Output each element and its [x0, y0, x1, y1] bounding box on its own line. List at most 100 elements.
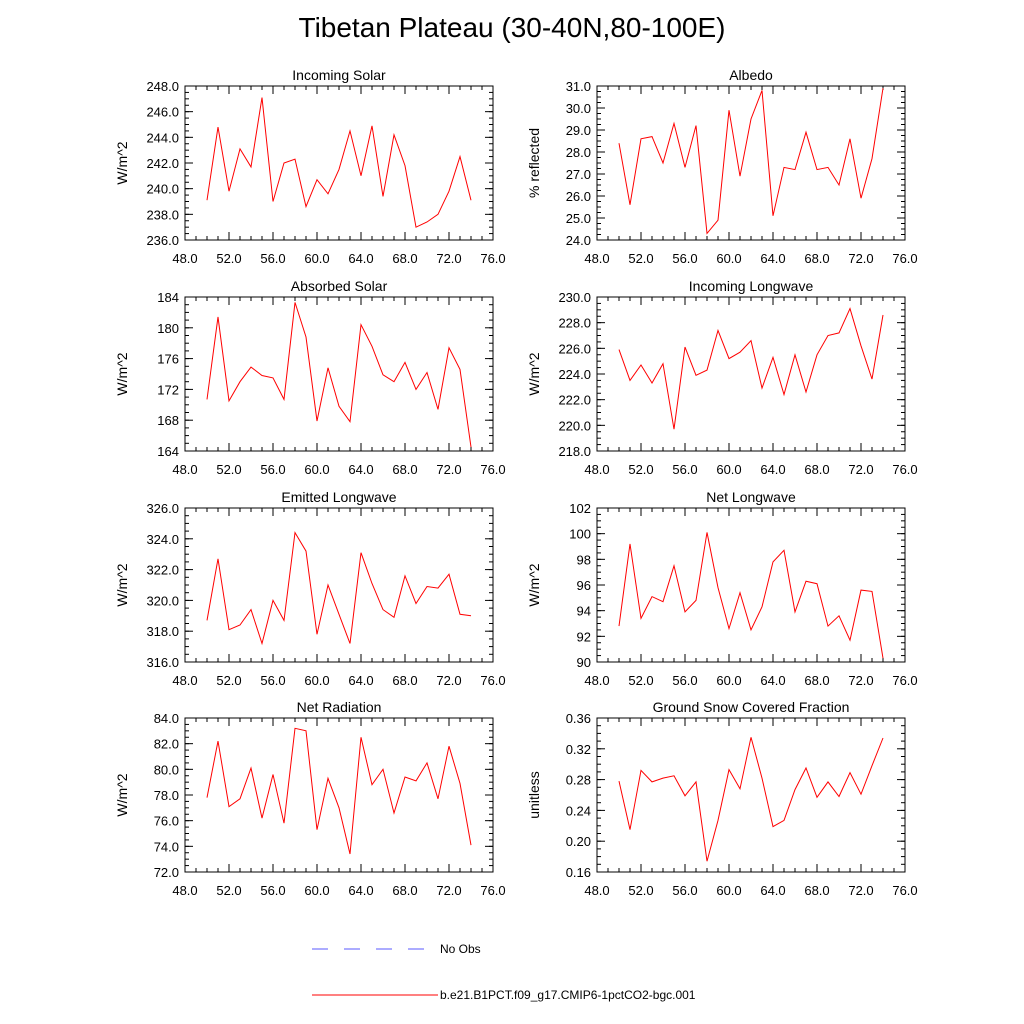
plot-frame: [596, 717, 906, 873]
plot-frame: [596, 507, 906, 663]
y-tick-label: 176: [157, 352, 179, 367]
y-tick-label: 84.0: [154, 711, 179, 726]
y-axis-label: W/m^2: [526, 352, 542, 395]
x-tick-label: 76.0: [480, 673, 505, 688]
chart-panel-5: Emitted Longwave W/m^2 48.0 52.0 56.0 60.0 64.…: [114, 489, 506, 688]
x-tick-label: 60.0: [304, 462, 329, 477]
data-series-line: [618, 532, 884, 659]
y-tick-label: 29.0: [566, 123, 591, 138]
x-tick-label: 68.0: [392, 251, 417, 266]
y-tick-label: 184: [157, 290, 179, 305]
x-tick-label: 76.0: [892, 883, 917, 898]
y-tick-label: 226.0: [558, 341, 591, 356]
x-tick-label: 48.0: [584, 462, 609, 477]
y-tick-label: 228.0: [558, 316, 591, 331]
chart-panel-1: Incoming Solar W/m^2 48.0 52.0 56.0 60.0 64.0 6…: [114, 67, 506, 266]
x-tick-label: 72.0: [848, 462, 873, 477]
y-axis-label: W/m^2: [114, 352, 130, 395]
x-tick-label: 72.0: [848, 673, 873, 688]
y-tick-label: 98: [577, 552, 591, 567]
x-tick-label: 76.0: [892, 251, 917, 266]
x-tick-label: 56.0: [260, 251, 285, 266]
chart-panel-7: Net Radiation W/m^2 48.0 52.0 56.0 60.0 64.0 68…: [114, 699, 506, 898]
x-tick-label: 48.0: [172, 883, 197, 898]
x-tick-label: 52.0: [628, 251, 653, 266]
x-tick-label: 56.0: [260, 462, 285, 477]
y-tick-label: 242.0: [146, 156, 179, 171]
y-tick-label: 240.0: [146, 182, 179, 197]
y-tick-label: 78.0: [154, 788, 179, 803]
chart-panel-6: Net Longwave W/m^2 48.0 52.0 56.0 60.0 64.0 68.…: [526, 489, 918, 688]
y-tick-label: 90: [577, 655, 591, 670]
y-axis-label: W/m^2: [526, 563, 542, 606]
y-tick-label: 30.0: [566, 101, 591, 116]
y-tick-label: 0.36: [566, 711, 591, 726]
x-tick-label: 76.0: [892, 673, 917, 688]
y-tick-label: 318.0: [146, 624, 179, 639]
x-tick-label: 52.0: [216, 883, 241, 898]
y-axis-label: W/m^2: [114, 773, 130, 816]
y-tick-label: 168: [157, 413, 179, 428]
x-tick-label: 68.0: [804, 251, 829, 266]
data-series-line: [618, 737, 884, 862]
x-tick-label: 72.0: [436, 251, 461, 266]
x-tick-label: 52.0: [628, 462, 653, 477]
x-tick-label: 52.0: [216, 673, 241, 688]
y-tick-label: 236.0: [146, 233, 179, 248]
y-tick-label: 172: [157, 382, 179, 397]
legend-label-obs: No Obs: [440, 942, 481, 956]
y-tick-label: 82.0: [154, 737, 179, 752]
x-tick-label: 56.0: [672, 673, 697, 688]
y-axis-label: W/m^2: [114, 141, 130, 184]
x-tick-label: 64.0: [348, 462, 373, 477]
x-tick-label: 76.0: [892, 462, 917, 477]
y-tick-label: 180: [157, 321, 179, 336]
chart-title: Incoming Solar: [292, 67, 386, 83]
y-tick-label: 0.20: [566, 834, 591, 849]
plot-frame: [184, 717, 494, 873]
plot-frame: [596, 296, 906, 452]
x-tick-label: 68.0: [804, 883, 829, 898]
x-tick-label: 60.0: [304, 673, 329, 688]
chart-panel-4: Incoming Longwave W/m^2 48.0 52.0 56.0 60.0 64…: [526, 278, 918, 477]
y-tick-label: 0.28: [566, 773, 591, 788]
x-tick-label: 52.0: [628, 883, 653, 898]
y-tick-label: 25.0: [566, 211, 591, 226]
y-tick-label: 0.24: [566, 803, 591, 818]
x-tick-label: 64.0: [760, 883, 785, 898]
chart-title: Emitted Longwave: [281, 489, 396, 505]
x-tick-label: 52.0: [216, 462, 241, 477]
x-tick-label: 52.0: [216, 251, 241, 266]
y-tick-label: 164: [157, 444, 179, 459]
x-tick-label: 64.0: [760, 462, 785, 477]
x-tick-label: 64.0: [760, 673, 785, 688]
y-axis-label: unitless: [526, 771, 542, 818]
data-series-line: [206, 727, 472, 855]
y-tick-label: 322.0: [146, 563, 179, 578]
x-tick-label: 60.0: [304, 251, 329, 266]
x-tick-label: 72.0: [848, 251, 873, 266]
x-tick-label: 64.0: [348, 251, 373, 266]
chart-title: Absorbed Solar: [291, 278, 388, 294]
chart-title: Net Longwave: [706, 489, 796, 505]
y-tick-label: 246.0: [146, 105, 179, 120]
legend-label-model: b.e21.B1PCT.f09_g17.CMIP6-1pctCO2-bgc.00…: [440, 988, 696, 1002]
x-tick-label: 64.0: [348, 883, 373, 898]
x-tick-label: 72.0: [436, 883, 461, 898]
x-tick-label: 64.0: [348, 673, 373, 688]
x-tick-label: 68.0: [804, 462, 829, 477]
x-tick-label: 60.0: [304, 883, 329, 898]
chart-title: Ground Snow Covered Fraction: [653, 699, 850, 715]
y-tick-label: 92: [577, 629, 591, 644]
y-axis-label: W/m^2: [114, 563, 130, 606]
x-tick-label: 48.0: [584, 673, 609, 688]
x-tick-label: 60.0: [716, 251, 741, 266]
y-tick-label: 248.0: [146, 79, 179, 94]
y-tick-label: 28.0: [566, 145, 591, 160]
x-tick-label: 68.0: [392, 673, 417, 688]
x-tick-label: 60.0: [716, 462, 741, 477]
y-tick-label: 102: [569, 501, 591, 516]
x-tick-label: 64.0: [760, 251, 785, 266]
y-tick-label: 224.0: [558, 367, 591, 382]
